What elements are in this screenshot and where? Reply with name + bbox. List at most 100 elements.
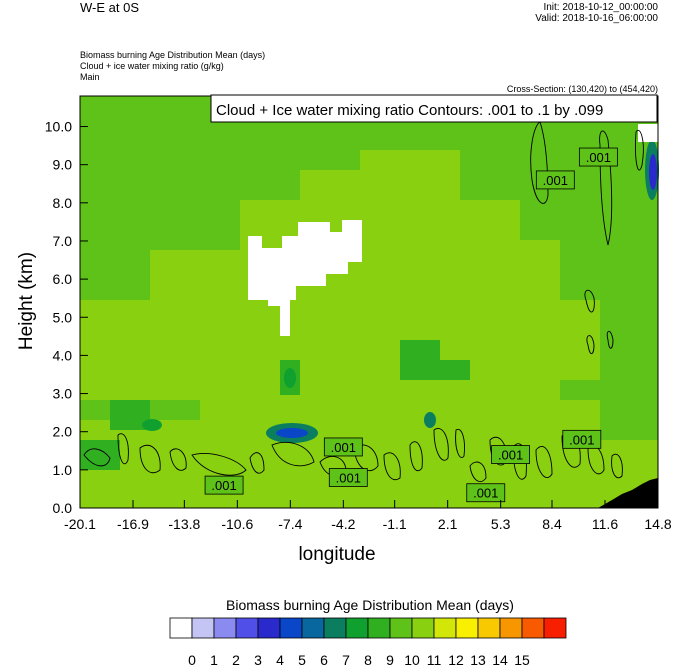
field-patch-dark <box>110 400 150 430</box>
colorbar-label: 9 <box>386 652 394 667</box>
colorbar-swatch <box>301 617 325 639</box>
contour-line <box>611 453 623 479</box>
x-tick-label: -7.4 <box>278 516 302 532</box>
contour-line <box>599 130 613 246</box>
contour-line <box>409 441 423 472</box>
field-band-light <box>80 150 600 400</box>
field-core-green <box>142 419 162 431</box>
contour-lines <box>83 121 644 482</box>
contour-line <box>353 444 379 471</box>
contour-line <box>383 452 401 481</box>
colorbar-label: 0 <box>188 652 196 667</box>
colorbar-label: 14 <box>492 652 508 667</box>
colorbar-swatch <box>411 617 435 639</box>
field-zero-region <box>248 220 362 336</box>
contour-label-box <box>562 429 602 449</box>
cross-section-label: Cross-Section: (130,420) to (454,420) <box>506 84 658 94</box>
y-tick-label: 4.0 <box>53 347 73 363</box>
colorbar-swatch <box>499 617 523 639</box>
x-tick-label: -10.6 <box>221 516 253 532</box>
y-tick-label: 8.0 <box>53 195 73 211</box>
y-tick-label: 9.0 <box>53 157 73 173</box>
x-tick-label: 11.6 <box>592 516 618 532</box>
chart-title: W-E at 0S <box>80 0 140 15</box>
contour-label: .001 <box>336 470 361 485</box>
colorbar-label: 2 <box>232 652 240 667</box>
contour-label: .001 <box>569 432 594 447</box>
colorbar-swatch <box>477 617 501 639</box>
contour-line <box>139 444 161 474</box>
contour-label: .001 <box>473 486 498 501</box>
contour-note: Cloud + Ice water mixing ratio Contours:… <box>210 94 658 123</box>
y-tick-label: 0.0 <box>53 500 73 516</box>
x-tick-label: 5.3 <box>491 516 511 532</box>
contour-line <box>433 428 449 461</box>
colorbar-swatch <box>521 617 545 639</box>
contour-label: .001 <box>331 440 356 455</box>
y-axis-label: Height (km) <box>16 251 38 351</box>
contour-line <box>169 448 187 471</box>
colorbar-label: 12 <box>448 652 464 667</box>
colorbar-swatch <box>257 617 281 639</box>
contour-label-box <box>466 483 506 503</box>
field-description-shaded: Biomass burning Age Distribution Mean (d… <box>80 50 266 60</box>
colorbar-label: 10 <box>404 652 420 667</box>
colorbar-label: 3 <box>254 652 262 667</box>
contour-label-box <box>491 445 531 464</box>
colorbar-swatch <box>367 617 391 639</box>
contour-label: .001 <box>543 173 568 188</box>
contour-line <box>606 330 614 349</box>
colorbar-swatch <box>389 617 413 639</box>
x-tick-label: 14.8 <box>644 516 671 532</box>
y-tick-label: 7.0 <box>53 233 73 249</box>
contour-line <box>271 442 315 467</box>
colorbar-label: 11 <box>427 652 442 667</box>
colorbar-title: Biomass burning Age Distribution Mean (d… <box>226 597 514 613</box>
colorbar-swatch <box>169 617 193 639</box>
x-tick-label: -20.1 <box>64 516 96 532</box>
contour-label: .001 <box>498 448 523 463</box>
x-tick-label: 2.1 <box>438 516 458 532</box>
colorbar-label: 8 <box>364 652 372 667</box>
contour-line <box>635 129 644 171</box>
contour-line <box>535 446 553 479</box>
x-tick-label: -13.8 <box>168 516 200 532</box>
colorbar-label: 6 <box>320 652 328 667</box>
colorbar-label: 13 <box>470 652 486 667</box>
y-tick-label: 5.0 <box>53 309 73 325</box>
field-patch-dark <box>80 440 120 470</box>
x-tick-label: 8.4 <box>542 516 562 532</box>
contour-label-box <box>204 475 244 495</box>
field-core-blue <box>649 154 657 190</box>
x-tick-label: -1.1 <box>383 516 407 532</box>
field-zero-region <box>638 124 658 142</box>
colorbar-label: 4 <box>276 652 284 667</box>
colorbar-label: 7 <box>342 652 350 667</box>
colorbar: 0 1 2 3 4 5 6 7 8 9 10 11 12 13 14 15 <box>169 617 567 667</box>
field-core-green <box>284 368 296 388</box>
contour-line <box>117 433 129 465</box>
contour-line <box>584 289 595 313</box>
terrain <box>598 478 658 508</box>
init-time: Init: 2018-10-12_00:00:00 <box>543 2 658 13</box>
colorbar-swatch <box>235 617 259 639</box>
contour-label-box <box>323 437 363 457</box>
y-tick-label: 6.0 <box>53 271 73 287</box>
x-tick-label: -4.2 <box>331 516 355 532</box>
contour-line <box>455 428 465 458</box>
colorbar-label: 15 <box>514 652 530 667</box>
colorbar-swatch <box>543 617 567 639</box>
contour-label-box <box>535 170 575 190</box>
colorbar-swatch <box>433 617 457 639</box>
colorbar-swatch <box>191 617 215 639</box>
x-tick-label: -16.9 <box>117 516 149 532</box>
contour-label: .001 <box>586 150 611 165</box>
contour-note-text: Cloud + Ice water mixing ratio Contours:… <box>216 102 603 119</box>
colorbar-swatch <box>455 617 479 639</box>
domain-label: Main <box>80 72 100 82</box>
colorbar-swatch <box>323 617 347 639</box>
colorbar-swatch <box>279 617 303 639</box>
valid-time: Valid: 2018-10-16_06:00:00 <box>535 13 658 24</box>
contour-labels: .001 .001 .001 .001 .001 .001 .001 .001 <box>204 147 618 503</box>
